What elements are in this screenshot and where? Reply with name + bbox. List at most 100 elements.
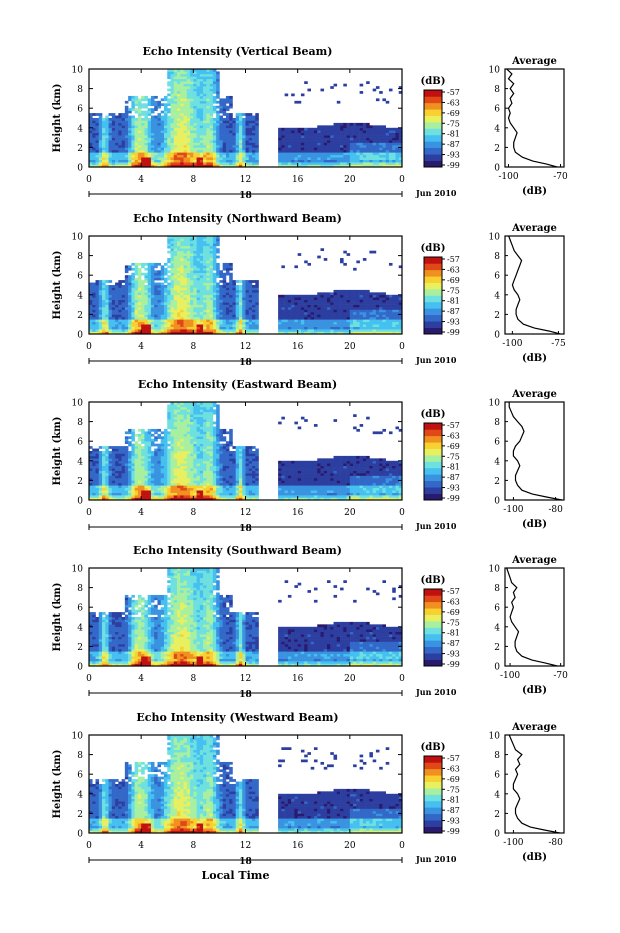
heatmap-cell <box>118 138 122 141</box>
heatmap-cell <box>131 118 135 121</box>
heatmap-cell <box>115 287 119 290</box>
heatmap-cell <box>285 329 289 332</box>
heatmap-cell <box>177 251 181 254</box>
heatmap-cell <box>115 312 119 315</box>
heatmap-cell <box>307 147 311 150</box>
heatmap-cell <box>157 327 161 330</box>
heatmap-cell <box>226 322 230 325</box>
heatmap-cell <box>291 302 295 305</box>
heatmap-cell <box>281 317 285 320</box>
heatmap-cell <box>161 118 165 121</box>
heatmap-cell <box>99 155 103 158</box>
heatmap-cell <box>190 145 194 148</box>
heatmap-cell <box>109 471 113 474</box>
heatmap-cell <box>343 290 347 293</box>
heatmap-cell <box>167 275 171 278</box>
heatmap-cell <box>112 150 116 153</box>
heatmap-cell <box>216 270 220 273</box>
heatmap-cell <box>157 297 161 300</box>
heatmap-cell <box>125 314 129 317</box>
heatmap-cell <box>187 106 191 109</box>
heatmap-cell <box>197 251 201 254</box>
heatmap-cell <box>99 458 103 461</box>
heatmap-cell <box>281 135 285 138</box>
heatmap-cell <box>203 140 207 143</box>
heatmap-cell <box>138 485 142 488</box>
heatmap-cell <box>219 125 223 128</box>
heatmap-cell <box>92 150 96 153</box>
heatmap-cell <box>109 162 113 165</box>
heatmap-cell <box>373 145 377 148</box>
heatmap-cell <box>226 297 230 300</box>
heatmap-cell <box>180 101 184 104</box>
heatmap-cell <box>197 81 201 84</box>
colorbar-swatch <box>424 154 442 161</box>
heatmap-cell <box>193 103 197 106</box>
heatmap-cell <box>193 81 197 84</box>
heatmap-cell <box>164 123 168 126</box>
heatmap-cell <box>314 140 318 143</box>
heatmap-cell <box>184 300 188 303</box>
heatmap-cell <box>112 314 116 317</box>
heatmap-cell <box>138 290 142 293</box>
heatmap-cell <box>141 295 145 298</box>
heatmap-cell <box>167 160 171 163</box>
heatmap-cell <box>177 327 181 330</box>
heatmap-cell <box>105 300 109 303</box>
heatmap-cell <box>203 307 207 310</box>
heatmap-cell <box>167 118 171 121</box>
heatmap-cell <box>161 160 165 163</box>
heatmap-cell <box>187 278 191 281</box>
heatmap-cell <box>115 160 119 163</box>
colorbar-swatch <box>424 308 442 315</box>
heatmap-cell <box>190 310 194 313</box>
heatmap-cell <box>193 89 197 92</box>
heatmap-cell <box>171 275 175 278</box>
heatmap-cell <box>187 241 191 244</box>
heatmap-cell <box>96 307 100 310</box>
heatmap-cell <box>216 128 220 131</box>
heatmap-cell <box>128 314 132 317</box>
heatmap-cell <box>174 79 178 82</box>
heatmap-cell <box>144 162 148 165</box>
heatmap-cell <box>154 480 158 483</box>
heatmap-cell <box>190 108 194 111</box>
heatmap-cell <box>200 251 204 254</box>
heatmap-cell <box>167 98 171 101</box>
heatmap-cell <box>249 322 253 325</box>
heatmap-cell <box>301 302 305 305</box>
heatmap-cell <box>203 152 207 155</box>
heatmap-cell <box>206 130 210 133</box>
heatmap-cell <box>135 278 139 281</box>
heatmap-cell <box>171 251 175 254</box>
heatmap-cell <box>324 319 328 322</box>
heatmap-cell <box>281 307 285 310</box>
heatmap-cell <box>164 300 168 303</box>
heatmap-cell <box>203 133 207 136</box>
heatmap-cell <box>395 317 399 320</box>
heatmap-cell <box>255 150 259 153</box>
heatmap-cell <box>122 128 126 131</box>
heatmap-cell <box>206 79 210 82</box>
heatmap-cell <box>347 305 351 308</box>
heatmap-cell <box>291 130 295 133</box>
heatmap-cell <box>151 96 155 99</box>
heatmap-cell <box>232 283 236 286</box>
heatmap-cell <box>369 329 373 332</box>
heatmap-cell <box>131 128 135 131</box>
heatmap-cell <box>353 133 357 136</box>
heatmap-cell <box>141 157 145 160</box>
heatmap-cell <box>223 157 227 160</box>
heatmap-cell <box>210 317 214 320</box>
heatmap-cell <box>252 145 256 148</box>
heatmap-cell <box>131 280 135 283</box>
heatmap-cell <box>99 473 103 476</box>
heatmap-cell <box>314 152 318 155</box>
heatmap-cell <box>109 307 113 310</box>
heatmap-cell <box>109 143 113 146</box>
heatmap-cell <box>223 111 227 114</box>
heatmap-cell <box>363 135 367 138</box>
heatmap-cell <box>177 278 181 281</box>
heatmap-cell <box>128 96 132 99</box>
heatmap-cell <box>223 324 227 327</box>
